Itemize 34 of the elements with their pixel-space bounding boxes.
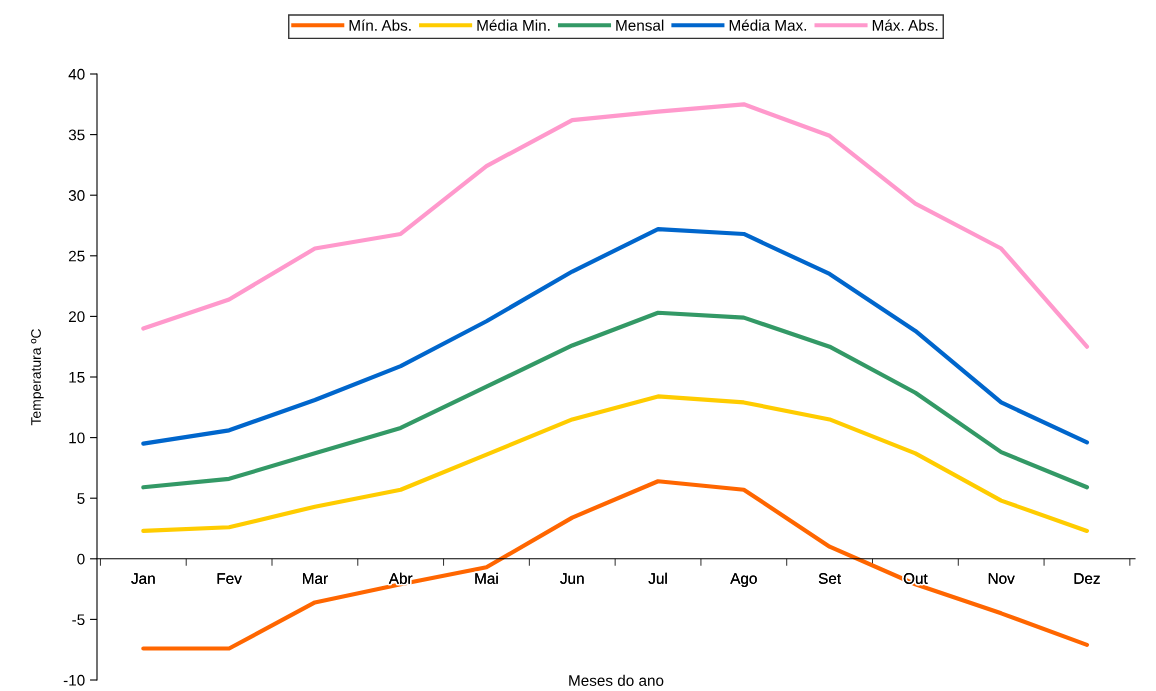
y-tick-label: 10 — [69, 432, 85, 444]
x-tick-label: Jul — [648, 572, 667, 584]
y-tick-label: 15 — [69, 372, 85, 383]
x-tick-label: Set — [818, 573, 841, 584]
legend-label: Média Min. — [477, 19, 550, 31]
x-tick-label: Dez — [1074, 573, 1100, 584]
y-tick-label: 20 — [68, 311, 85, 323]
legend-label: Máx. Abs. — [872, 19, 938, 31]
x-tick-label: Jun — [560, 573, 584, 584]
x-tick-label: Abr — [388, 572, 413, 584]
y-tick-label: 0 — [77, 553, 85, 565]
y-tick-label: -5 — [72, 614, 85, 626]
x-tick-label: Ago — [730, 573, 757, 587]
y-axis-title: Temperatura ºC — [31, 329, 44, 426]
x-axis-title: Meses do ano — [569, 674, 664, 686]
line-series — [141, 102, 1090, 349]
x-tick-label: Mai — [475, 572, 498, 584]
y-tick-label: -10 — [63, 674, 85, 686]
y-tick-label: 25 — [68, 250, 85, 262]
x-tick-label: Nov — [988, 573, 1015, 584]
line-series — [141, 394, 1090, 534]
y-tick-label: 40 — [68, 68, 85, 80]
legend-label: Média Max. — [729, 19, 807, 31]
x-tick-label: Jan — [131, 573, 155, 584]
y-tick-label: 5 — [77, 493, 85, 504]
legend-label: Mín. Abs. — [349, 19, 411, 31]
x-tick-label: Mar — [302, 573, 328, 584]
x-tick-label: Out — [903, 573, 928, 584]
y-tick-label: 35 — [68, 129, 85, 141]
y-tick-label: 30 — [68, 190, 85, 201]
line-series — [141, 310, 1090, 490]
x-tick-label: Fev — [217, 573, 242, 584]
line-series — [141, 227, 1090, 446]
legend-label: Mensal — [616, 19, 664, 31]
